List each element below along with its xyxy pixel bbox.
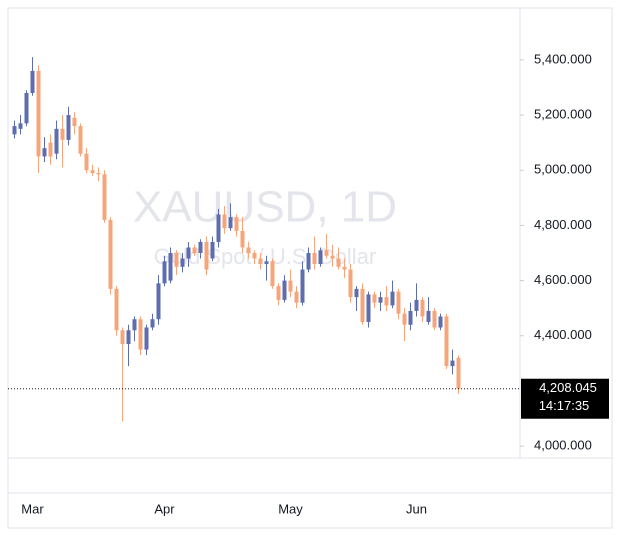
candle-body (24, 92, 29, 124)
candle-body (102, 174, 107, 220)
y-tick-label: 5,000.000 (534, 162, 592, 177)
candle-body (180, 258, 185, 267)
y-tick-label: 4,000.000 (534, 438, 592, 453)
candle-body (222, 214, 227, 229)
candle-body (168, 253, 173, 281)
candle-body (132, 319, 137, 331)
candle-body (36, 70, 41, 157)
candle-body (198, 241, 203, 254)
candle-body (42, 148, 47, 157)
candle-body (246, 247, 251, 254)
candle-body (144, 327, 149, 350)
candle-body (240, 230, 245, 248)
candle-body (30, 70, 35, 93)
candle-body (54, 128, 59, 154)
candle-body (324, 250, 329, 256)
y-tick-label: 4,600.000 (534, 272, 592, 287)
candle-body (96, 172, 101, 175)
candle-body (204, 241, 209, 270)
candle-body (444, 316, 449, 367)
candle-body (330, 255, 335, 259)
candle-body (450, 360, 455, 367)
candle-body (48, 142, 53, 157)
countdown: 14:17:35 (539, 398, 590, 413)
candle-body (138, 319, 143, 350)
candle-body (174, 253, 179, 267)
candle-body (216, 214, 221, 242)
candle-body (306, 253, 311, 270)
candle-body (384, 297, 389, 306)
candle-body (360, 288, 365, 322)
candle-body (288, 280, 293, 292)
candle-body (228, 217, 233, 229)
candle-body (186, 247, 191, 259)
candle-body (402, 313, 407, 325)
candle-body (348, 269, 353, 298)
y-tick-label: 5,200.000 (534, 106, 592, 121)
candle-body (318, 250, 323, 265)
candle-body (234, 217, 239, 231)
candle-body (270, 261, 275, 287)
candle-body (300, 269, 305, 303)
candle-body (114, 288, 119, 331)
candle-body (426, 310, 431, 322)
x-tick-label: Mar (21, 501, 44, 516)
candle-body (210, 241, 215, 259)
x-tick-label: May (278, 501, 303, 516)
candle-body (396, 291, 401, 314)
candle-body (162, 261, 167, 284)
candle-body (120, 330, 125, 345)
candle-body (126, 330, 131, 345)
candle-body (90, 170, 95, 173)
candle-body (66, 115, 71, 140)
candle-body (192, 247, 197, 254)
candle-body (432, 310, 437, 328)
candle-body (456, 357, 461, 389)
candle-body (252, 253, 257, 259)
x-tick-label: Jun (406, 501, 427, 516)
frame (7, 7, 613, 529)
candle-body (438, 316, 443, 328)
last-price-label: 4,208.045 (539, 380, 597, 395)
y-tick-label: 4,400.000 (534, 327, 592, 342)
candle-body (18, 123, 23, 129)
candle-body (312, 253, 317, 265)
watermark-title: XAUUSD, 1D (133, 183, 397, 232)
candle-body (342, 266, 347, 270)
y-tick-label: 4,800.000 (534, 217, 592, 232)
candle-body (72, 117, 77, 127)
candle-body (78, 126, 83, 154)
candle-body (12, 126, 17, 135)
candle-body (378, 297, 383, 303)
x-tick-label: Apr (154, 501, 175, 516)
candle-body (258, 258, 263, 265)
candle-body (354, 288, 359, 298)
candle-body (60, 128, 65, 140)
candle-body (408, 310, 413, 325)
candle-body (414, 299, 419, 311)
candle-body (336, 258, 341, 267)
candle-body (276, 286, 281, 300)
candle-body (420, 299, 425, 317)
candle-body (366, 294, 371, 322)
candle-body (150, 319, 155, 328)
y-tick-label: 5,400.000 (534, 51, 592, 66)
candle-body (156, 283, 161, 320)
candle-body (372, 294, 377, 303)
candle-body (108, 219, 113, 289)
candle-body (294, 291, 299, 303)
candle-body (390, 291, 395, 306)
last-price-box (521, 378, 609, 419)
candle-body (282, 280, 287, 300)
candle-body (84, 153, 89, 171)
candle-body (264, 261, 269, 265)
